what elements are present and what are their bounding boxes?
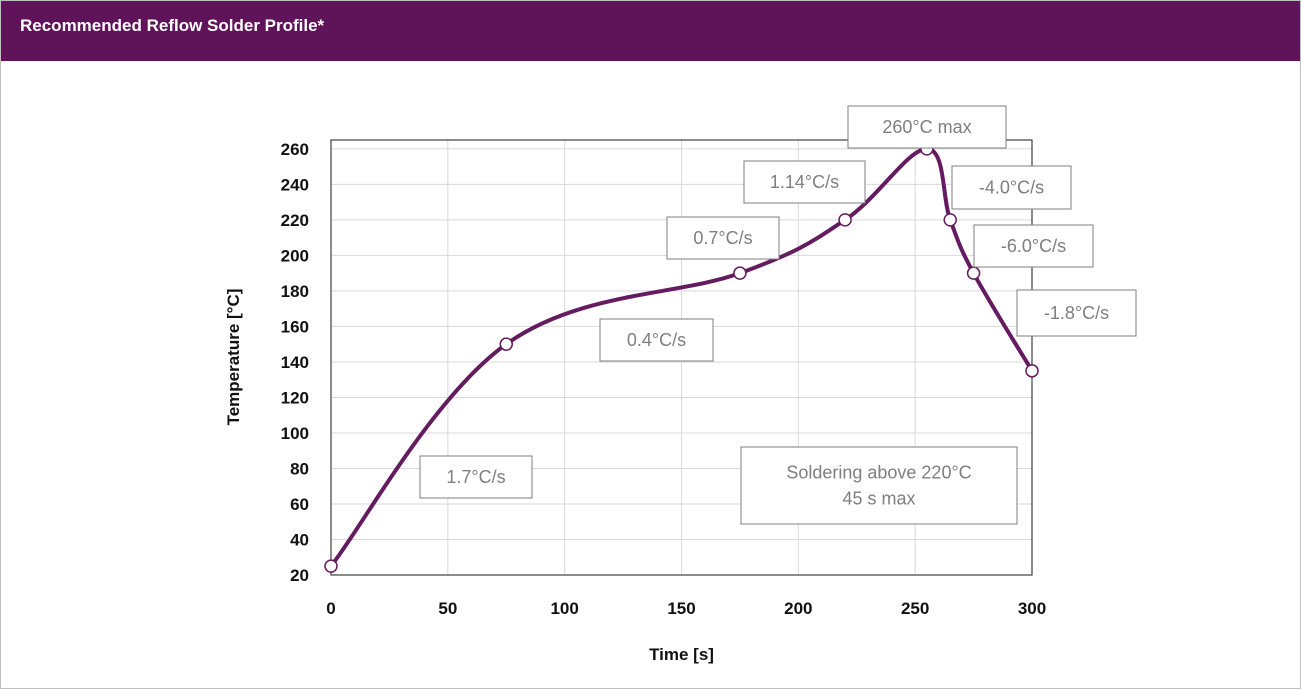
annotation-label: -4.0°C/s xyxy=(979,178,1044,198)
y-tick-label: 180 xyxy=(281,282,309,301)
y-tick-label: 20 xyxy=(290,566,309,585)
y-tick-label: 40 xyxy=(290,530,309,549)
annotation-label: -1.8°C/s xyxy=(1044,303,1109,323)
annotation-box xyxy=(743,160,866,204)
data-point xyxy=(499,337,513,351)
y-tick-label: 100 xyxy=(281,424,309,443)
data-point xyxy=(838,213,852,227)
annotation-label: 260°C max xyxy=(882,117,971,137)
annotation-box xyxy=(973,224,1094,268)
annotation-label: 0.7°C/s xyxy=(693,228,752,248)
annotation-label: Soldering above 220°C xyxy=(786,463,971,483)
y-tick-label: 200 xyxy=(281,246,309,265)
y-tick-label: 120 xyxy=(281,388,309,407)
y-tick-label: 220 xyxy=(281,211,309,230)
plot-area xyxy=(330,139,1033,576)
annotation-box xyxy=(599,318,714,362)
annotation-box xyxy=(666,216,780,260)
x-tick-label: 250 xyxy=(901,599,929,618)
y-tick-label: 160 xyxy=(281,317,309,336)
x-tick-label: 200 xyxy=(784,599,812,618)
x-axis-label: Time [s] xyxy=(649,645,714,664)
x-tick-label: 300 xyxy=(1018,599,1046,618)
annotation-label: 0.4°C/s xyxy=(627,330,686,350)
page-title: Recommended Reflow Solder Profile* xyxy=(20,16,325,35)
x-tick-label: 100 xyxy=(550,599,578,618)
data-point xyxy=(324,559,338,573)
data-point xyxy=(966,266,981,280)
y-tick-label: 240 xyxy=(281,175,309,194)
x-tick-label: 0 xyxy=(326,599,335,618)
header-bar: Recommended Reflow Solder Profile* xyxy=(1,1,1300,61)
x-tick-label: 150 xyxy=(667,599,695,618)
y-tick-label: 260 xyxy=(281,140,309,159)
annotation-box xyxy=(1016,289,1137,337)
y-tick-label: 140 xyxy=(281,353,309,372)
annotation-box xyxy=(419,455,533,499)
annotation-box xyxy=(847,105,1007,149)
data-point xyxy=(1025,364,1039,378)
x-tick-label: 50 xyxy=(438,599,457,618)
annotation-label: 1.7°C/s xyxy=(446,467,505,487)
annotation-label: 1.14°C/s xyxy=(770,172,839,192)
y-tick-label: 80 xyxy=(290,459,309,478)
annotation-label: -6.0°C/s xyxy=(1001,236,1066,256)
annotation-box xyxy=(740,446,1018,525)
y-axis-label: Temperature [°C] xyxy=(224,289,243,426)
y-tick-label: 60 xyxy=(290,495,309,514)
annotation-label: 45 s max xyxy=(842,489,915,509)
annotation-box xyxy=(951,165,1072,210)
data-point xyxy=(733,266,747,280)
data-point xyxy=(943,213,957,227)
